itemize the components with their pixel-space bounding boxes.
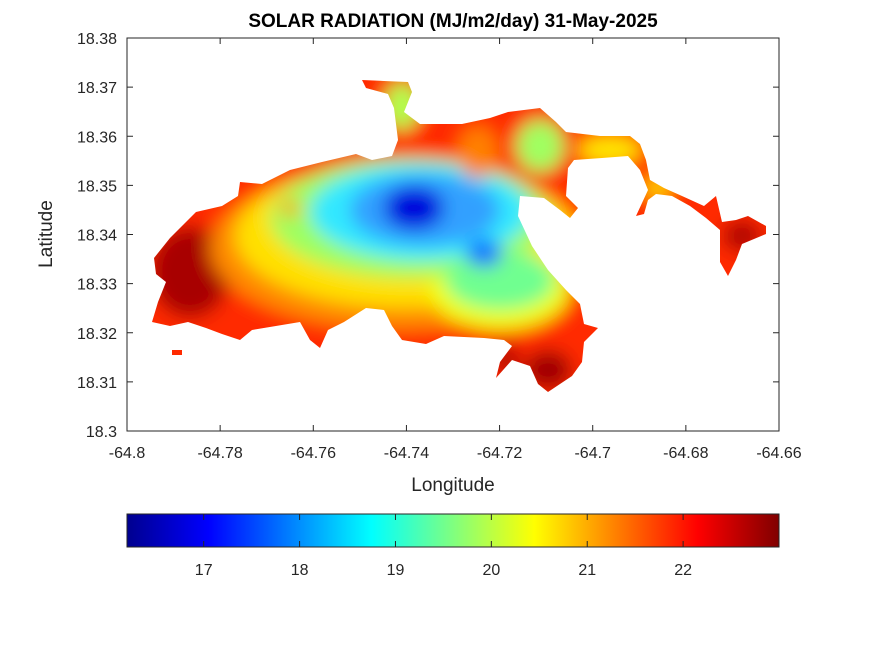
x-tick-label: -64.78 — [197, 445, 242, 462]
y-tick-label: 18.35 — [77, 178, 117, 195]
chart-title: SOLAR RADIATION (MJ/m2/day) 31-May-2025 — [248, 11, 658, 32]
colorbar-ticks: 17 18 19 20 21 22 — [195, 514, 692, 579]
y-tick-label: 18.37 — [77, 80, 117, 97]
colorbar-tick-label: 19 — [387, 562, 405, 579]
colorbar-tick-label: 20 — [482, 562, 500, 579]
x-tick-label: -64.76 — [291, 445, 336, 462]
y-tick-label: 18.32 — [77, 326, 117, 343]
y-tick-label: 18.34 — [77, 228, 117, 245]
x-tick-label: -64.66 — [756, 445, 801, 462]
x-tick-label: -64.74 — [384, 445, 429, 462]
x-axis-label: Longitude — [411, 475, 494, 496]
x-tick-label: -64.7 — [574, 445, 611, 462]
y-axis-label: Latitude — [36, 200, 57, 268]
y-tick-label: 18.31 — [77, 375, 117, 392]
colorbar-tick-label: 18 — [291, 562, 309, 579]
x-tick-label: -64.68 — [663, 445, 708, 462]
colorbar-tick-label: 17 — [195, 562, 213, 579]
y-tick-label: 18.36 — [77, 129, 117, 146]
y-tick-label: 18.33 — [77, 277, 117, 294]
colorbar — [126, 513, 780, 548]
x-tick-label: -64.72 — [477, 445, 522, 462]
x-axis: -64.8 -64.78 -64.76 -64.74 -64.72 -64.7 -64.68… — [109, 38, 802, 462]
y-axis: 18.3 18.31 18.32 18.33 18.34 18.35 18.36 18.37 1… — [77, 31, 779, 441]
y-tick-label: 18.3 — [86, 424, 117, 441]
colorbar-tick-label: 22 — [674, 562, 692, 579]
colorbar-tick-label: 21 — [578, 562, 596, 579]
x-tick-label: -64.8 — [109, 445, 146, 462]
y-tick-label: 18.38 — [77, 31, 117, 48]
